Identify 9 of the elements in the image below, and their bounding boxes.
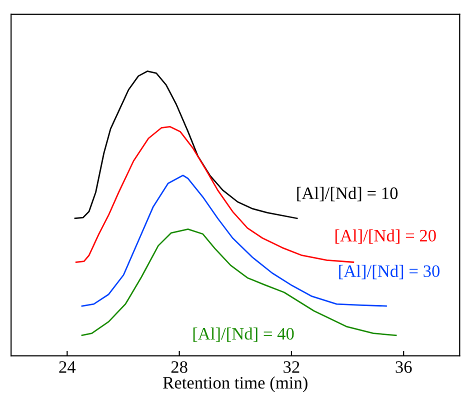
x-tick-label: 32 bbox=[284, 361, 300, 373]
x-axis-title: Retention time (min) bbox=[163, 376, 308, 392]
series-label: [Al]/[Nd] = 40 bbox=[193, 327, 294, 342]
series-label: [Al]/[Nd] = 20 bbox=[335, 229, 436, 244]
x-tick-label: 24 bbox=[59, 361, 76, 373]
x-tick-label: 28 bbox=[171, 361, 188, 373]
x-tick-label: 36 bbox=[396, 361, 412, 373]
series-label: [Al]/[Nd] = 10 bbox=[297, 186, 398, 202]
series-label: [Al]/[Nd] = 30 bbox=[339, 264, 440, 280]
